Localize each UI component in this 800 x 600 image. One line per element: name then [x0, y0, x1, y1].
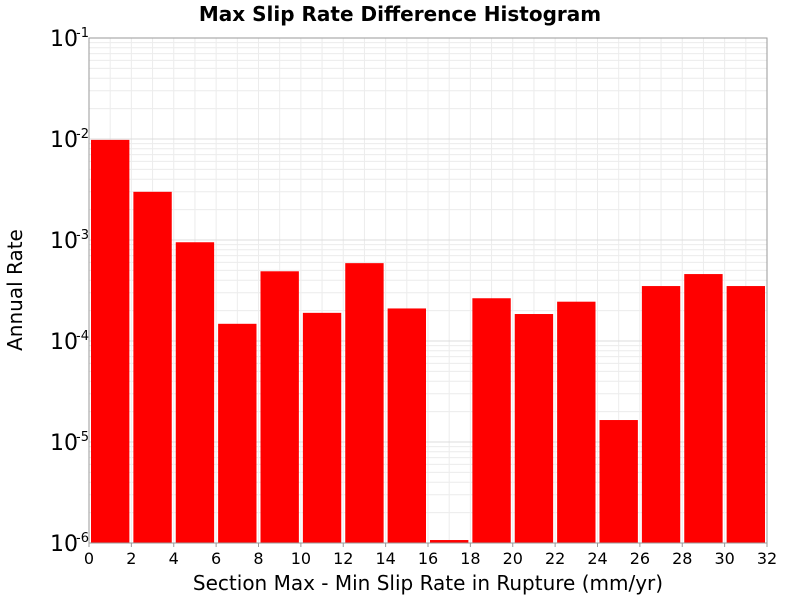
y-tick-label: 10-5	[50, 430, 89, 456]
y-axis-ticks: 10-110-210-310-410-510-6	[50, 26, 89, 557]
x-tick-label: 2	[126, 549, 136, 568]
y-tick-label: 10-6	[50, 531, 89, 557]
x-tick-label: 12	[333, 549, 353, 568]
histogram-bar	[557, 301, 596, 543]
x-tick-label: 8	[253, 549, 263, 568]
x-axis-ticks: 0 2 4 6 8 10 12 14 16 18 20 22 24 26 28 30 32	[84, 543, 777, 568]
chart-title: Max Slip Rate Difference Histogram	[199, 2, 601, 26]
x-tick-label: 32	[757, 549, 777, 568]
x-tick-label: 10	[291, 549, 311, 568]
y-tick-base: 10	[50, 27, 78, 52]
x-tick-label: 30	[714, 549, 734, 568]
histogram-bar	[302, 312, 342, 543]
histogram-bar	[175, 242, 215, 543]
histogram-bar	[599, 420, 638, 543]
y-tick-label: 10-2	[50, 127, 89, 153]
y-tick-base: 10	[50, 431, 78, 456]
y-axis-label: Annual Rate	[3, 229, 27, 351]
y-tick-base: 10	[50, 330, 78, 355]
y-tick-exponent: -2	[76, 127, 89, 142]
y-tick-label: 10-1	[50, 26, 89, 52]
x-axis-label: Section Max - Min Slip Rate in Rupture (…	[193, 571, 663, 595]
x-tick-label: 14	[375, 549, 395, 568]
y-tick-label: 10-4	[50, 329, 89, 355]
y-tick-exponent: -1	[76, 26, 89, 41]
y-tick-base: 10	[50, 532, 78, 557]
y-tick-base: 10	[50, 229, 78, 254]
histogram-bar	[387, 308, 426, 543]
y-tick-exponent: -5	[76, 430, 89, 445]
x-tick-label: 20	[503, 549, 523, 568]
histogram-bar	[260, 271, 299, 543]
histogram-bar	[345, 263, 384, 543]
bars	[91, 139, 765, 543]
y-tick-exponent: -3	[76, 228, 89, 243]
histogram-bar	[726, 286, 765, 543]
y-tick-exponent: -6	[76, 531, 89, 546]
y-tick-base: 10	[50, 128, 78, 153]
x-tick-label: 4	[169, 549, 179, 568]
histogram-bar	[91, 139, 130, 543]
y-tick-exponent: -4	[76, 329, 89, 344]
histogram-bar	[430, 540, 469, 543]
histogram-bar	[133, 191, 172, 543]
y-tick-label: 10-3	[50, 228, 89, 254]
histogram-bar	[641, 286, 681, 543]
x-tick-label: 16	[418, 549, 438, 568]
x-tick-label: 0	[84, 549, 94, 568]
histogram-bar	[514, 314, 554, 543]
x-tick-label: 22	[545, 549, 565, 568]
x-tick-label: 18	[460, 549, 480, 568]
x-tick-label: 24	[587, 549, 607, 568]
histogram-bar	[472, 298, 511, 543]
x-tick-label: 26	[630, 549, 650, 568]
x-tick-label: 6	[211, 549, 221, 568]
histogram-bar	[684, 274, 723, 543]
x-tick-label: 28	[672, 549, 692, 568]
histogram-bar	[218, 323, 257, 543]
